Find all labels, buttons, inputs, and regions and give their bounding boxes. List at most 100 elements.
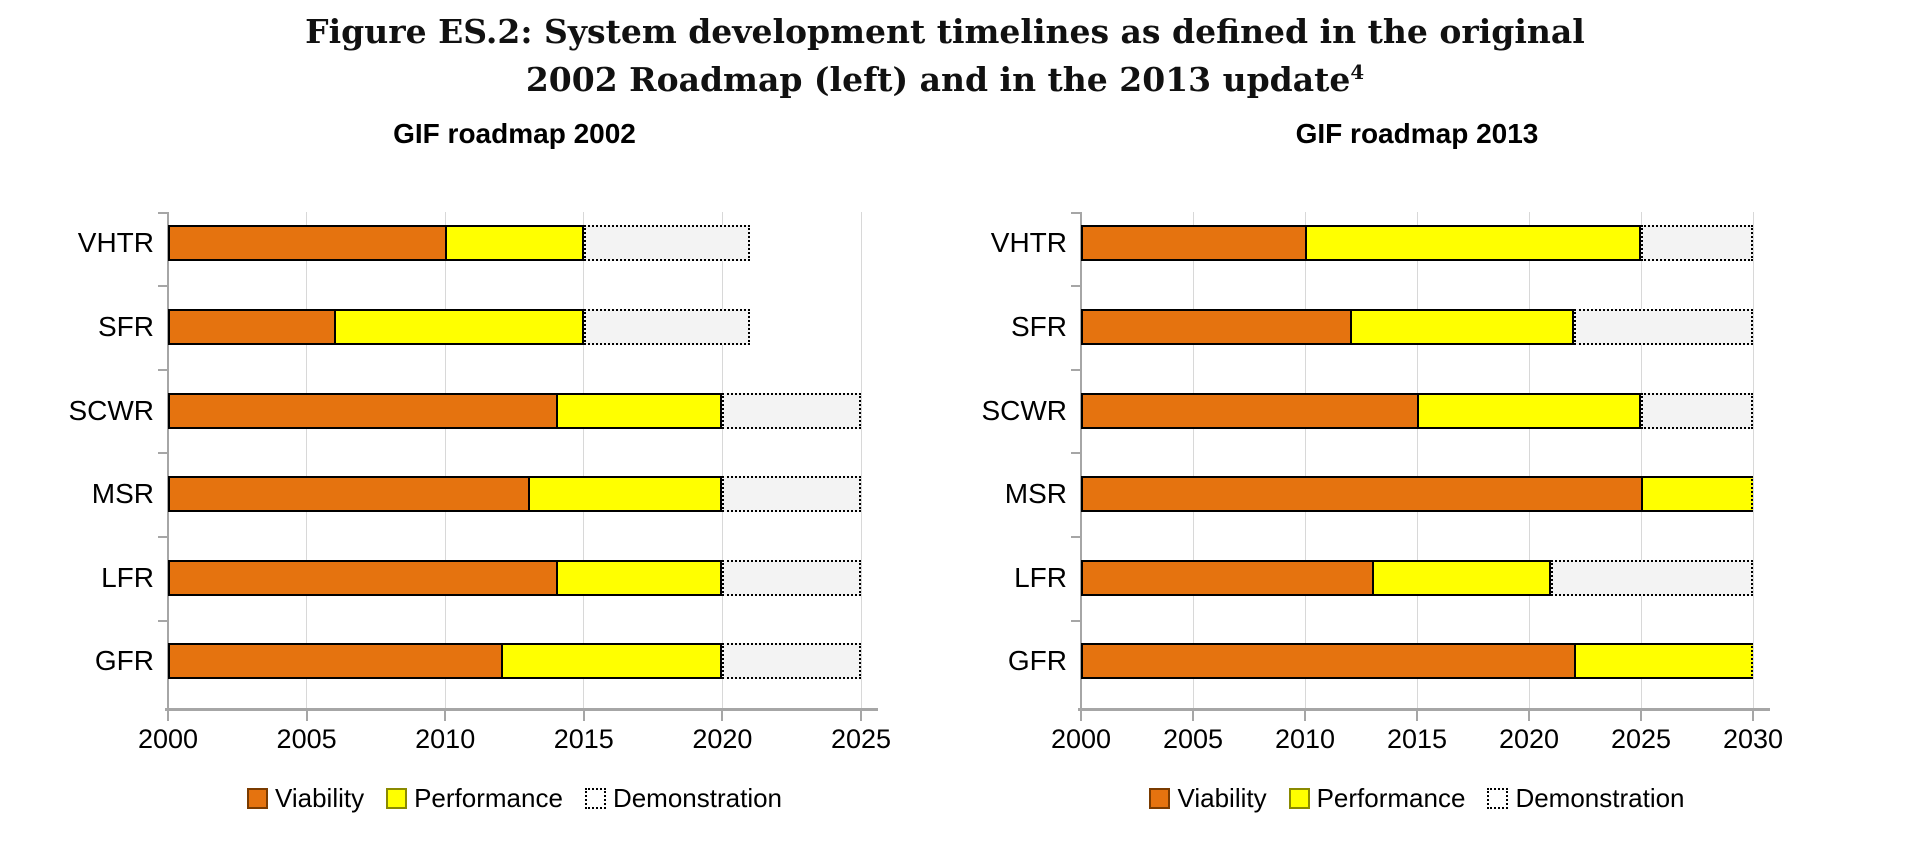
- viability-segment: [1083, 562, 1375, 594]
- viability-segment: [1083, 478, 1643, 510]
- category-label: MSR: [1004, 478, 1067, 509]
- axis-tick-label: 2010: [1274, 724, 1336, 754]
- gridline: [583, 212, 585, 708]
- viability-segment: [1083, 645, 1576, 677]
- legend-item-demonstration: Demonstration: [1487, 783, 1685, 814]
- y-axis-tick: [158, 285, 167, 287]
- category-label: SCWR: [981, 395, 1067, 426]
- axis-tick-label: 2000: [137, 724, 199, 754]
- category-label: VHTR: [77, 227, 154, 258]
- axis-tick-label: 2005: [1162, 724, 1224, 754]
- legend-label-viability: Viability: [274, 783, 365, 813]
- legend-2002: Viability Performance Demonstration: [168, 783, 861, 814]
- axis-tick-label: 2025: [830, 724, 892, 754]
- demonstration-segment: [722, 643, 861, 679]
- footnote-marker: 4: [1350, 60, 1365, 84]
- category-label: SFR: [1011, 311, 1067, 342]
- demonstration-segment: [1573, 309, 1753, 345]
- axis-tick: [1640, 711, 1642, 721]
- viability-segment: [1083, 227, 1307, 259]
- performance-swatch-icon: [386, 788, 408, 809]
- axis-tick: [721, 711, 724, 721]
- category-label: LFR: [101, 562, 154, 593]
- demonstration-segment: [722, 393, 861, 429]
- viability-segment: [170, 395, 559, 427]
- bar-lfr: [1081, 560, 1552, 596]
- category-label: SCWR: [68, 395, 154, 426]
- axis-tick-label: 2010: [415, 724, 476, 754]
- legend-label-performance: Performance: [414, 783, 563, 813]
- demonstration-segment: [1641, 393, 1753, 429]
- gridline: [1304, 212, 1306, 708]
- bar-vhtr: [168, 225, 584, 261]
- axis-tick-label: 2015: [553, 724, 614, 754]
- axis-tick-label: 2030: [1722, 724, 1784, 754]
- category-label: SFR: [98, 311, 154, 342]
- bar-scwr: [1081, 393, 1641, 429]
- gridline: [1640, 212, 1642, 708]
- axis-tick-label: 2000: [1050, 724, 1112, 754]
- y-axis-tick: [158, 620, 167, 622]
- demonstration-segment: [1641, 225, 1753, 261]
- category-label: VHTR: [990, 227, 1067, 258]
- y-axis-tick: [1071, 285, 1080, 287]
- y-axis-line: [167, 212, 169, 708]
- gridline: [860, 212, 862, 708]
- axis-tick: [1192, 711, 1194, 721]
- legend-item-demonstration: Demonstration: [584, 783, 782, 814]
- y-axis-tick: [1071, 212, 1080, 214]
- y-axis-tick: [1071, 369, 1080, 371]
- bar-vhtr: [1081, 225, 1641, 261]
- viability-segment: [1083, 311, 1352, 343]
- gridline: [1752, 212, 1754, 708]
- chart-title-2013: GIF roadmap 2013: [1295, 118, 1539, 149]
- gridline: [306, 212, 308, 708]
- bar-sfr: [168, 309, 584, 345]
- bar-gfr: [1081, 643, 1753, 679]
- y-axis-tick: [158, 536, 167, 538]
- axis-tick: [1752, 711, 1754, 721]
- axis-tick: [1528, 711, 1530, 721]
- gridline: [1192, 212, 1194, 708]
- viability-segment: [170, 645, 503, 677]
- viability-swatch-icon: [1149, 788, 1171, 809]
- bar-msr: [1081, 476, 1753, 512]
- demonstration-segment: [722, 476, 861, 512]
- bar-msr: [168, 476, 723, 512]
- legend-label-demonstration: Demonstration: [1515, 783, 1685, 813]
- axis-tick: [582, 711, 585, 721]
- legend-2013: Viability Performance Demonstration: [1081, 783, 1753, 814]
- demonstration-segment: [722, 560, 861, 596]
- y-axis-tick: [158, 452, 167, 454]
- gridline: [444, 212, 446, 708]
- y-axis-tick: [1071, 536, 1080, 538]
- category-label: GFR: [1007, 645, 1067, 676]
- x-axis-line: [1078, 708, 1770, 711]
- y-axis-tick: [1071, 452, 1080, 454]
- figure-title-line2: 2002 Roadmap (left) and in the 2013 upda…: [525, 60, 1365, 99]
- gridline: [1528, 212, 1530, 708]
- viability-segment: [170, 311, 337, 343]
- axis-tick: [167, 711, 169, 721]
- axis-tick-label: 2005: [276, 724, 337, 754]
- bar-sfr: [1081, 309, 1574, 345]
- viability-segment: [170, 227, 448, 259]
- viability-swatch-icon: [246, 788, 268, 809]
- axis-tick: [305, 711, 308, 721]
- legend-item-performance: Performance: [1288, 783, 1465, 814]
- y-axis-line: [1080, 212, 1082, 708]
- category-label: GFR: [94, 645, 154, 676]
- axis-tick-label: 2020: [1498, 724, 1560, 754]
- performance-swatch-icon: [1288, 788, 1310, 809]
- bar-lfr: [168, 560, 723, 596]
- x-axis-line: [165, 708, 878, 711]
- axis-tick: [444, 711, 447, 721]
- category-label: MSR: [91, 478, 154, 509]
- viability-segment: [170, 478, 531, 510]
- demonstration-segment: [583, 309, 751, 345]
- legend-label-viability: Viability: [1177, 783, 1267, 813]
- figure-title-line1: Figure ES.2: System development timeline…: [305, 12, 1585, 51]
- legend-item-performance: Performance: [386, 783, 563, 814]
- demonstration-segment: [1551, 560, 1753, 596]
